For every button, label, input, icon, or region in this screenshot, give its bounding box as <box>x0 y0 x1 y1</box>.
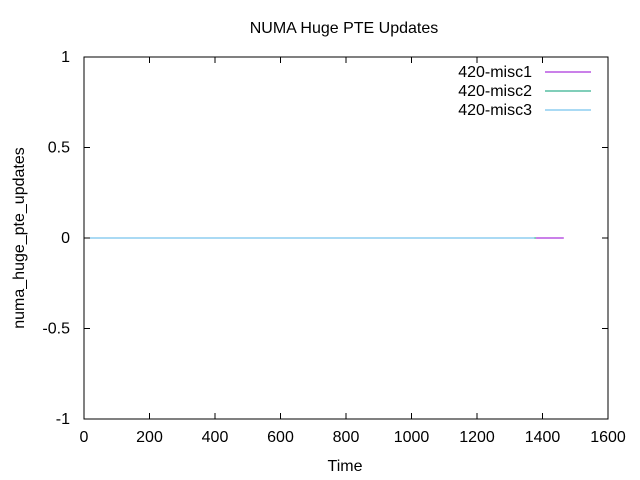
x-tick-label: 1200 <box>459 429 495 446</box>
legend-label: 420-misc1 <box>458 64 532 81</box>
x-tick-label: 1600 <box>590 429 626 446</box>
x-tick-label: 400 <box>202 429 229 446</box>
y-axis-label: numa_huge_pte_updates <box>11 147 28 329</box>
ticks-layer: 0 200 400 600 800 1000 1200 1400 1600 -1 -0.5 0 0.5 1 <box>42 49 625 446</box>
x-tick-label: 1400 <box>525 429 561 446</box>
legend-label: 420-misc3 <box>458 102 532 119</box>
x-tick-label: 0 <box>80 429 89 446</box>
x-tick-label: 600 <box>267 429 294 446</box>
y-tick-label: -0.5 <box>42 321 70 338</box>
y-tick-label: 0 <box>61 230 70 247</box>
x-axis-label: Time <box>328 458 363 475</box>
chart-title: NUMA Huge PTE Updates <box>250 20 439 37</box>
y-tick-label: 0.5 <box>48 140 70 157</box>
x-tick-label: 1000 <box>394 429 430 446</box>
x-tick-label: 800 <box>333 429 360 446</box>
plot-frame <box>83 56 609 420</box>
y-tick-label: 1 <box>61 49 70 66</box>
legend-label: 420-misc2 <box>458 83 532 100</box>
y-tick-label: -1 <box>56 411 70 428</box>
x-tick-label: 200 <box>136 429 163 446</box>
legend: 420-misc1 420-misc2 420-misc3 <box>458 64 591 119</box>
